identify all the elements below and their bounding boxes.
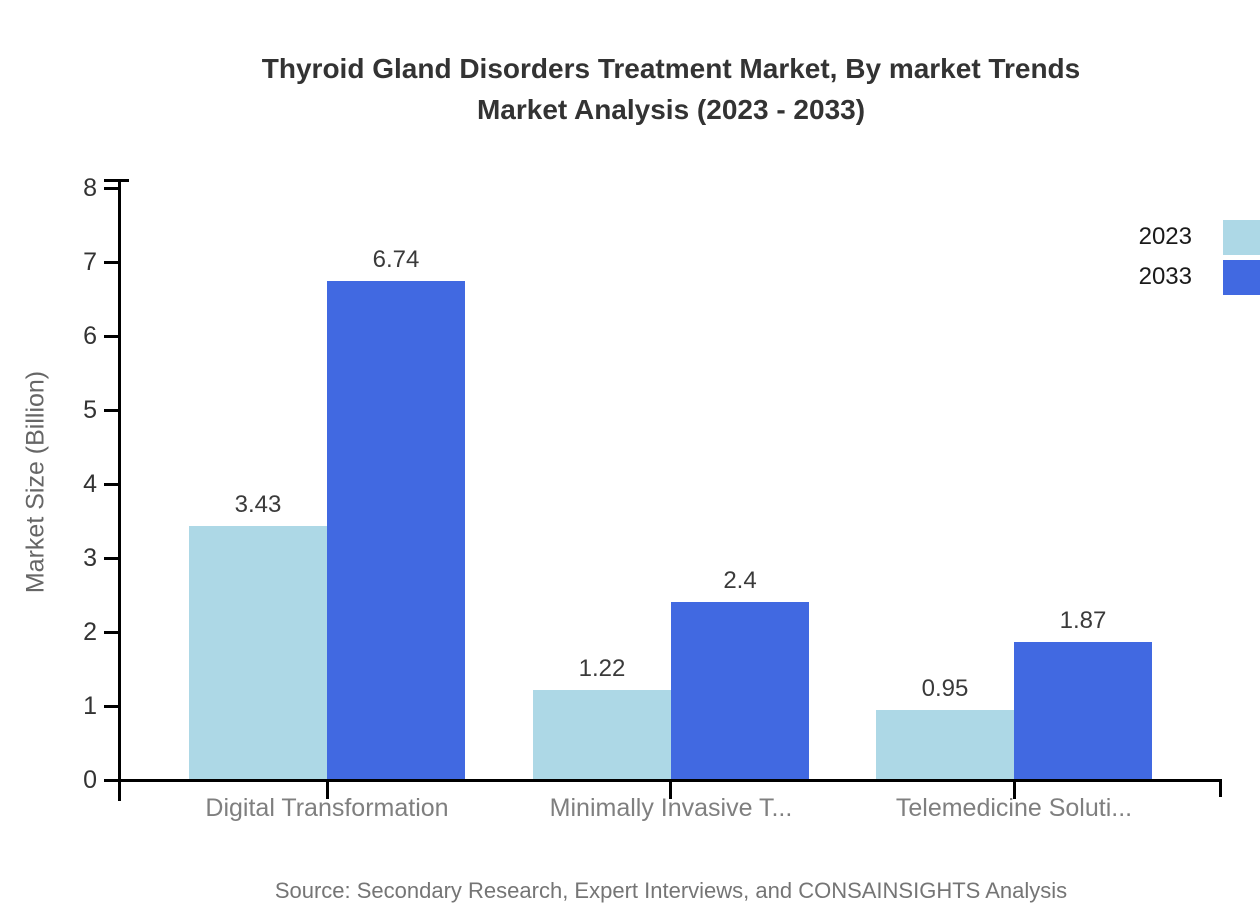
y-axis-tick-label: 8 <box>83 174 97 202</box>
y-axis-end-cap <box>104 179 129 182</box>
bar-value-label: 6.74 <box>372 246 420 273</box>
chart-title: Thyroid Gland Disorders Treatment Market… <box>90 48 1252 130</box>
x-axis-tick <box>1013 782 1016 799</box>
category-label: Telemedicine Soluti... <box>895 794 1133 822</box>
y-axis-tick <box>104 187 121 190</box>
bar-2033-3 <box>1014 642 1152 779</box>
y-axis-tick <box>104 483 121 486</box>
x-axis-line <box>118 779 1222 782</box>
bar-value-label: 3.43 <box>234 491 282 518</box>
y-axis-tick <box>104 631 121 634</box>
x-axis-tick <box>326 782 329 799</box>
bar-2023-3 <box>876 710 1014 779</box>
chart-title-line1: Thyroid Gland Disorders Treatment Market… <box>261 53 1081 84</box>
y-axis-tick-label: 0 <box>83 766 97 794</box>
bar-2033-2 <box>671 602 809 779</box>
legend-swatch-2033 <box>1223 259 1260 295</box>
legend-label: 2033 <box>1138 263 1192 290</box>
category-label: Digital Transformation <box>205 794 449 822</box>
bar-value-label: 1.87 <box>1059 607 1107 634</box>
y-axis-tick <box>104 409 121 412</box>
bar-value-label: 0.95 <box>921 675 969 702</box>
y-axis-tick-label: 3 <box>83 544 97 572</box>
y-axis-tick-label: 5 <box>83 396 97 424</box>
y-axis-tick <box>104 261 121 264</box>
y-axis-tick-label: 4 <box>83 470 97 498</box>
y-axis-tick-label: 7 <box>83 248 97 276</box>
bar-2023-1 <box>189 526 327 779</box>
category-label: Minimally Invasive T... <box>549 794 793 822</box>
y-axis-tick <box>104 557 121 560</box>
y-axis-tick <box>104 705 121 708</box>
y-axis-line <box>118 181 121 801</box>
y-axis-tick <box>104 779 121 782</box>
y-axis-tick-label: 1 <box>83 692 97 720</box>
x-axis-tick <box>669 782 672 799</box>
bar-value-label: 1.22 <box>578 655 626 682</box>
y-axis-tick <box>104 335 121 338</box>
legend-item-2033: 2033 <box>1139 259 1260 295</box>
legend-swatch-2023 <box>1223 219 1260 255</box>
chart-title-line2: Market Analysis (2023 - 2033) <box>476 94 866 125</box>
bar-2023-2 <box>533 690 671 779</box>
legend-label: 2023 <box>1138 223 1192 250</box>
bar-2033-1 <box>327 281 465 779</box>
x-axis-end-tick <box>1219 779 1222 797</box>
y-axis-tick-label: 6 <box>83 322 97 350</box>
legend: 2023 2033 <box>1139 219 1260 299</box>
legend-item-2023: 2023 <box>1139 219 1260 255</box>
y-axis-tick-label: 2 <box>83 618 97 646</box>
bar-value-label: 2.4 <box>723 567 757 594</box>
source-note: Source: Secondary Research, Expert Inter… <box>274 878 1068 903</box>
